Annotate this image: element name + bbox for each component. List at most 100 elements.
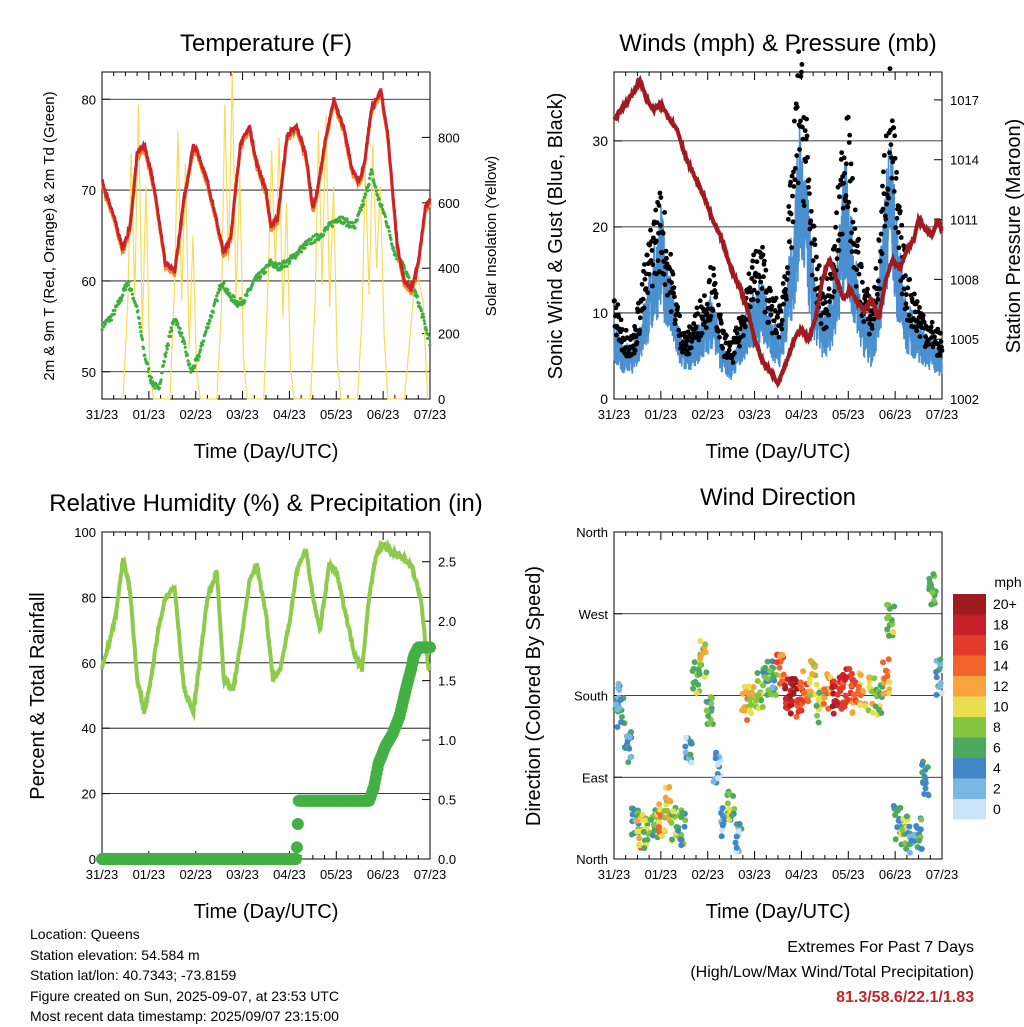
gust-point	[798, 118, 803, 124]
direction-point	[670, 808, 677, 815]
gust-point	[658, 195, 664, 200]
dewpoint-point	[112, 312, 116, 316]
direction-point	[641, 817, 648, 824]
gust-point	[713, 294, 719, 300]
gust-point	[618, 317, 624, 323]
gust-point	[847, 132, 853, 138]
gust-point	[836, 194, 842, 200]
gust-point	[702, 293, 707, 299]
dir-ytick-label: North	[576, 852, 608, 867]
gust-point	[938, 330, 943, 336]
direction-point	[806, 679, 813, 686]
gust-point	[852, 207, 858, 213]
winds-xlabel: Time (Day/UTC)	[706, 441, 851, 463]
direction-point	[933, 691, 940, 698]
gust-point	[816, 263, 822, 269]
gust-point	[877, 286, 883, 292]
direction-point	[693, 689, 700, 696]
extremes-subtitle: (High/Low/Max Wind/Total Precipitation)	[690, 964, 974, 981]
gust-point	[777, 303, 783, 309]
rh-xtick-label: 31/23	[86, 867, 119, 882]
gust-point	[801, 203, 807, 208]
wind-line	[613, 122, 943, 381]
direction-point	[682, 743, 689, 750]
direction-point	[720, 821, 727, 828]
wind-ytick-label: 10	[592, 305, 608, 321]
gust-point	[784, 296, 789, 302]
direction-point	[641, 845, 648, 852]
temperature-y2label: Solar Insolation (Yellow)	[483, 156, 500, 316]
gust-point	[911, 291, 917, 297]
pressure-ytick-label: 1005	[950, 332, 979, 347]
direction-point	[661, 827, 668, 834]
gust-point	[612, 298, 617, 304]
gust-point	[822, 299, 828, 305]
gust-point	[749, 265, 755, 270]
direction-point	[809, 670, 816, 677]
wind-ytick-label: 0	[600, 391, 608, 407]
direction-point	[825, 705, 832, 712]
direction-point	[656, 801, 663, 808]
direction-point	[816, 689, 823, 696]
dewpoint-point	[185, 353, 190, 357]
gust-point	[664, 255, 669, 261]
direction-point	[623, 733, 630, 740]
gust-point	[758, 279, 764, 285]
dewpoint-point	[330, 224, 335, 228]
dewpoint-point	[160, 371, 164, 375]
direction-point	[791, 676, 798, 683]
legend-label: 16	[993, 637, 1009, 653]
direction-point	[715, 774, 722, 781]
gust-point	[800, 198, 806, 204]
direction-point	[895, 817, 902, 824]
gust-point	[796, 49, 802, 54]
direction-point	[696, 671, 703, 678]
legend-swatch	[953, 614, 986, 635]
dewpoint-point	[407, 275, 411, 280]
gust-point	[760, 252, 766, 258]
dir-xtick-label: 01/23	[645, 867, 678, 882]
gust-point	[657, 190, 663, 196]
dewpoint-point	[124, 288, 128, 292]
gust-point	[707, 278, 712, 283]
gust-point	[893, 175, 899, 181]
gust-point	[792, 177, 798, 183]
direction-point	[740, 707, 747, 714]
gust-point	[887, 66, 893, 72]
wind-xtick-label: 31/23	[598, 407, 631, 422]
direction-point	[850, 691, 857, 698]
direction-point	[885, 690, 892, 697]
winds-panel: 31/23 01/23 02/23 03/23 04/23 05/23 06/23 07/23…	[592, 49, 979, 422]
direction-point	[641, 837, 648, 844]
dir-ytick-label: West	[579, 607, 609, 622]
direction-point	[890, 629, 897, 636]
dewpoint-point	[215, 299, 219, 303]
wind-xtick-label: 05/23	[832, 407, 865, 422]
dewpoint-point	[142, 346, 146, 351]
dewpoint-point	[215, 294, 219, 298]
pressure-ytick-label: 1002	[950, 392, 979, 407]
gust-point	[887, 150, 892, 156]
gust-point	[843, 193, 849, 199]
gust-point	[905, 285, 911, 291]
direction-point	[790, 690, 797, 697]
gust-point	[929, 319, 935, 325]
direction-point	[617, 696, 624, 703]
direction-point	[929, 589, 936, 596]
gust-point	[859, 279, 865, 285]
dewpoint-point	[387, 229, 391, 233]
gust-point	[742, 324, 748, 330]
gust-point	[784, 277, 790, 282]
direction-point	[938, 690, 945, 697]
gust-point	[881, 153, 887, 158]
dewpoint-point	[143, 353, 147, 357]
direction-point	[772, 692, 779, 699]
gust-point	[653, 207, 659, 213]
dewpoint-point	[359, 208, 363, 212]
dewpoint-point	[370, 172, 375, 176]
direction-point	[697, 661, 704, 668]
gust-point	[828, 271, 833, 277]
pressure-ytick-label: 1017	[950, 93, 979, 108]
direction-point	[776, 653, 783, 660]
gust-point	[824, 309, 830, 314]
